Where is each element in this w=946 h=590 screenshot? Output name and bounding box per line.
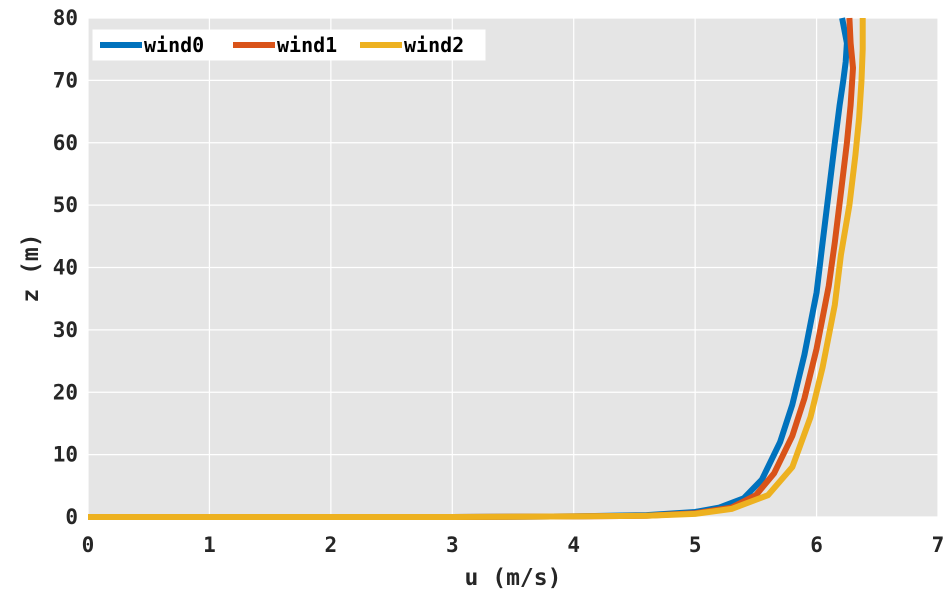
- legend: wind0 wind1 wind2: [92, 29, 486, 61]
- y-tick-label: 20: [53, 380, 78, 404]
- y-tick-label: 50: [53, 193, 78, 217]
- legend-label-wind2: wind2: [404, 33, 464, 57]
- x-tick-label: 1: [203, 533, 216, 557]
- x-tick-label: 3: [446, 533, 459, 557]
- x-tick-label: 6: [810, 533, 823, 557]
- x-tick-label: 7: [932, 533, 945, 557]
- x-tick-label: 0: [82, 533, 95, 557]
- y-tick-label: 0: [65, 505, 78, 529]
- y-axis-ticks: 0 10 20 30 40 50 60 70 80: [53, 6, 78, 529]
- legend-label-wind0: wind0: [144, 33, 204, 57]
- legend-box: [92, 29, 486, 61]
- series-line-wind2: [88, 18, 866, 520]
- y-tick-label: 80: [53, 6, 78, 30]
- y-tick-label: 40: [53, 256, 78, 280]
- x-tick-label: 5: [689, 533, 702, 557]
- x-axis-ticks: 0 1 2 3 4 5 6 7: [82, 533, 945, 557]
- series-layer: [88, 17, 866, 520]
- y-tick-label: 70: [53, 68, 78, 92]
- x-axis-label: u (m/s): [465, 565, 562, 590]
- y-tick-label: 60: [53, 131, 78, 155]
- y-axis-label: z (m): [18, 233, 44, 302]
- legend-label-wind1: wind1: [277, 33, 337, 57]
- x-tick-label: 4: [567, 533, 580, 557]
- y-tick-label: 10: [53, 443, 78, 467]
- y-tick-label: 30: [53, 318, 78, 342]
- x-tick-label: 2: [325, 533, 338, 557]
